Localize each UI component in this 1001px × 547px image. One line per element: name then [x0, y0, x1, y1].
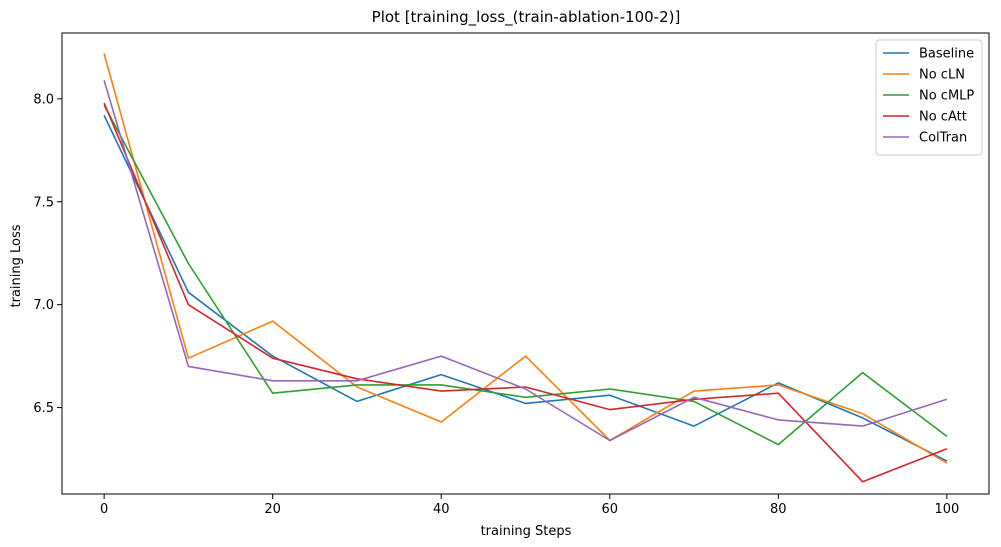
- legend-label: Baseline: [919, 47, 974, 62]
- y-tick-label: 8.0: [33, 92, 54, 107]
- legend-label: No cMLP: [919, 89, 974, 104]
- legend-label: No cAtt: [919, 110, 967, 125]
- x-tick-label: 100: [934, 502, 959, 517]
- x-tick-label: 20: [264, 502, 281, 517]
- series-line-2: [103, 104, 948, 446]
- x-axis: 0 20 40 60 80 100: [100, 494, 959, 517]
- y-axis-label: training Loss: [9, 224, 24, 307]
- chart-title: Plot [training_loss_(train-ablation-100-…: [372, 8, 681, 27]
- x-tick-label: 40: [433, 502, 450, 517]
- x-tick-label: 80: [770, 502, 787, 517]
- x-tick-label: 60: [601, 502, 618, 517]
- x-tick-label: 0: [100, 502, 108, 517]
- series-line-3: [103, 102, 948, 483]
- legend-box: [875, 39, 983, 156]
- series-line-4: [103, 80, 948, 442]
- legend-label: ColTran: [919, 131, 967, 146]
- legend: Baseline No cLN No cMLP No cAtt ColTran: [875, 39, 983, 156]
- y-axis: 6.5 7.0 7.5 8.0: [33, 92, 62, 416]
- y-tick-label: 7.5: [33, 195, 54, 210]
- plot-area: [103, 53, 948, 483]
- y-tick-label: 7.0: [33, 298, 54, 313]
- x-axis-label: training Steps: [481, 524, 572, 539]
- legend-label: No cLN: [919, 68, 965, 83]
- y-tick-label: 6.5: [33, 401, 54, 416]
- plot-frame: [61, 32, 990, 495]
- series-line-1: [103, 53, 948, 464]
